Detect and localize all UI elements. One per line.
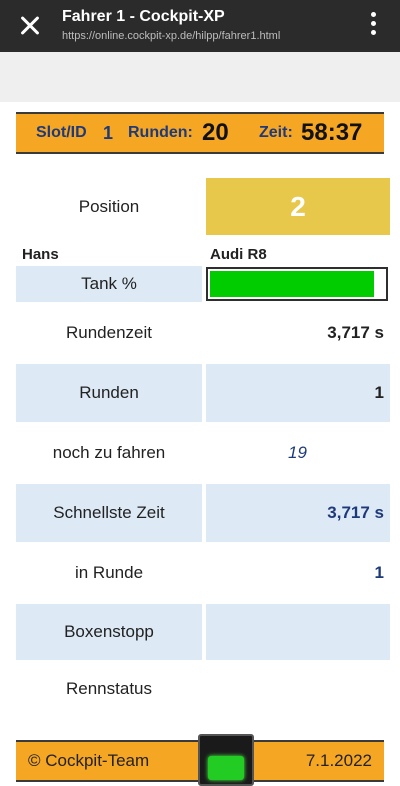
page-url[interactable]: https://online.cockpit-xp.de/hilpp/fahre… bbox=[62, 30, 281, 42]
stat-value-rundenzeit: 3,717 s bbox=[327, 323, 384, 342]
position-label: Position bbox=[78, 196, 140, 216]
stat-label-runden: Runden bbox=[16, 364, 202, 422]
slot-value: 1 bbox=[103, 123, 114, 143]
toolbar-spacer bbox=[0, 52, 400, 102]
stat-value-in-runde: 1 bbox=[374, 563, 384, 582]
stat-label-in-runde: in Runde bbox=[74, 563, 144, 582]
driver-name: Hans bbox=[22, 245, 59, 263]
car-name: Audi R8 bbox=[210, 245, 267, 263]
tank-gauge bbox=[206, 267, 388, 301]
tank-fill bbox=[210, 271, 374, 297]
stat-value-schnellste-zeit: 3,717 s bbox=[206, 484, 390, 542]
race-header: Slot/ID 1 Runden: 20 Zeit: 58:37 bbox=[16, 112, 384, 154]
slot-label: Slot/ID bbox=[36, 124, 87, 141]
traffic-light-icon bbox=[198, 734, 254, 786]
stat-value-rennstatus bbox=[206, 662, 390, 716]
position-value: 2 bbox=[206, 178, 390, 235]
stat-label-rennstatus: Rennstatus bbox=[66, 679, 152, 698]
stat-value-runden: 1 bbox=[206, 364, 390, 422]
close-icon[interactable] bbox=[14, 10, 46, 42]
status-lamp bbox=[208, 756, 244, 780]
overflow-menu-icon[interactable] bbox=[368, 12, 378, 40]
copyright-text: © Cockpit-Team bbox=[28, 751, 150, 770]
laps-value: 20 bbox=[202, 119, 229, 146]
stat-label-schnellste-zeit: Schnellste Zeit bbox=[16, 484, 202, 542]
date-text: 7.1.2022 bbox=[305, 751, 372, 770]
tank-label: Tank % bbox=[16, 266, 202, 302]
stat-label-rundenzeit: Rundenzeit bbox=[65, 323, 152, 342]
browser-top-bar: Fahrer 1 - Cockpit-XP https://online.coc… bbox=[0, 0, 400, 52]
laps-label: Runden: bbox=[128, 124, 193, 141]
stat-value-noch-zu-fahren: 19 bbox=[288, 443, 307, 462]
stat-label-boxenstopp: Boxenstopp bbox=[16, 604, 202, 660]
time-label: Zeit: bbox=[259, 124, 293, 141]
page-title: Fahrer 1 - Cockpit-XP bbox=[62, 8, 225, 25]
stat-value-boxenstopp bbox=[206, 604, 390, 660]
time-value: 58:37 bbox=[301, 119, 363, 146]
stat-label-noch-zu-fahren: noch zu fahren bbox=[52, 443, 166, 462]
